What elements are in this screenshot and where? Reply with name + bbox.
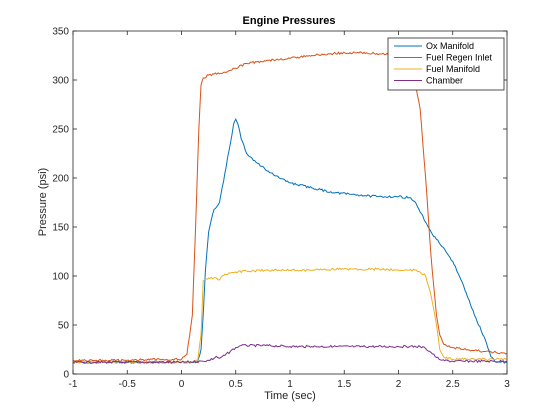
y-tick-label: 300 bbox=[52, 76, 69, 87]
y-tick-label: 350 bbox=[52, 27, 69, 38]
y-tick-label: 100 bbox=[52, 272, 69, 283]
x-tick-label: 0.5 bbox=[229, 379, 243, 390]
y-tick-label: 0 bbox=[63, 370, 69, 381]
x-tick-label: 2 bbox=[396, 379, 402, 390]
series-line-chamber bbox=[73, 343, 507, 364]
y-tick-label: 200 bbox=[52, 174, 69, 185]
series-line-fuel-manifold bbox=[73, 267, 507, 365]
x-tick-label: 0 bbox=[179, 379, 185, 390]
legend-entry-label: Chamber bbox=[426, 76, 463, 86]
x-tick-label: 2.5 bbox=[446, 379, 460, 390]
series-line-fuel-regen-inlet bbox=[73, 51, 507, 362]
x-tick-label: 1 bbox=[287, 379, 293, 390]
y-axis-label: Pressure (psi) bbox=[37, 168, 49, 236]
x-tick-label: 1.5 bbox=[337, 379, 351, 390]
chart-title: Engine Pressures bbox=[243, 15, 336, 27]
y-tick-label: 250 bbox=[52, 125, 69, 136]
x-tick-label: -1 bbox=[69, 379, 78, 390]
x-axis-label: Time (sec) bbox=[264, 390, 316, 402]
y-tick-label: 150 bbox=[52, 223, 69, 234]
x-tick-label: 3 bbox=[504, 379, 510, 390]
y-tick-label: 50 bbox=[58, 321, 70, 332]
x-tick-label: -0.5 bbox=[119, 379, 137, 390]
legend-entry-label: Ox Manifold bbox=[426, 41, 474, 51]
legend-box bbox=[387, 37, 505, 91]
legend-entry-label: Fuel Manifold bbox=[426, 64, 480, 74]
legend-entry-label: Fuel Regen Inlet bbox=[426, 53, 493, 63]
